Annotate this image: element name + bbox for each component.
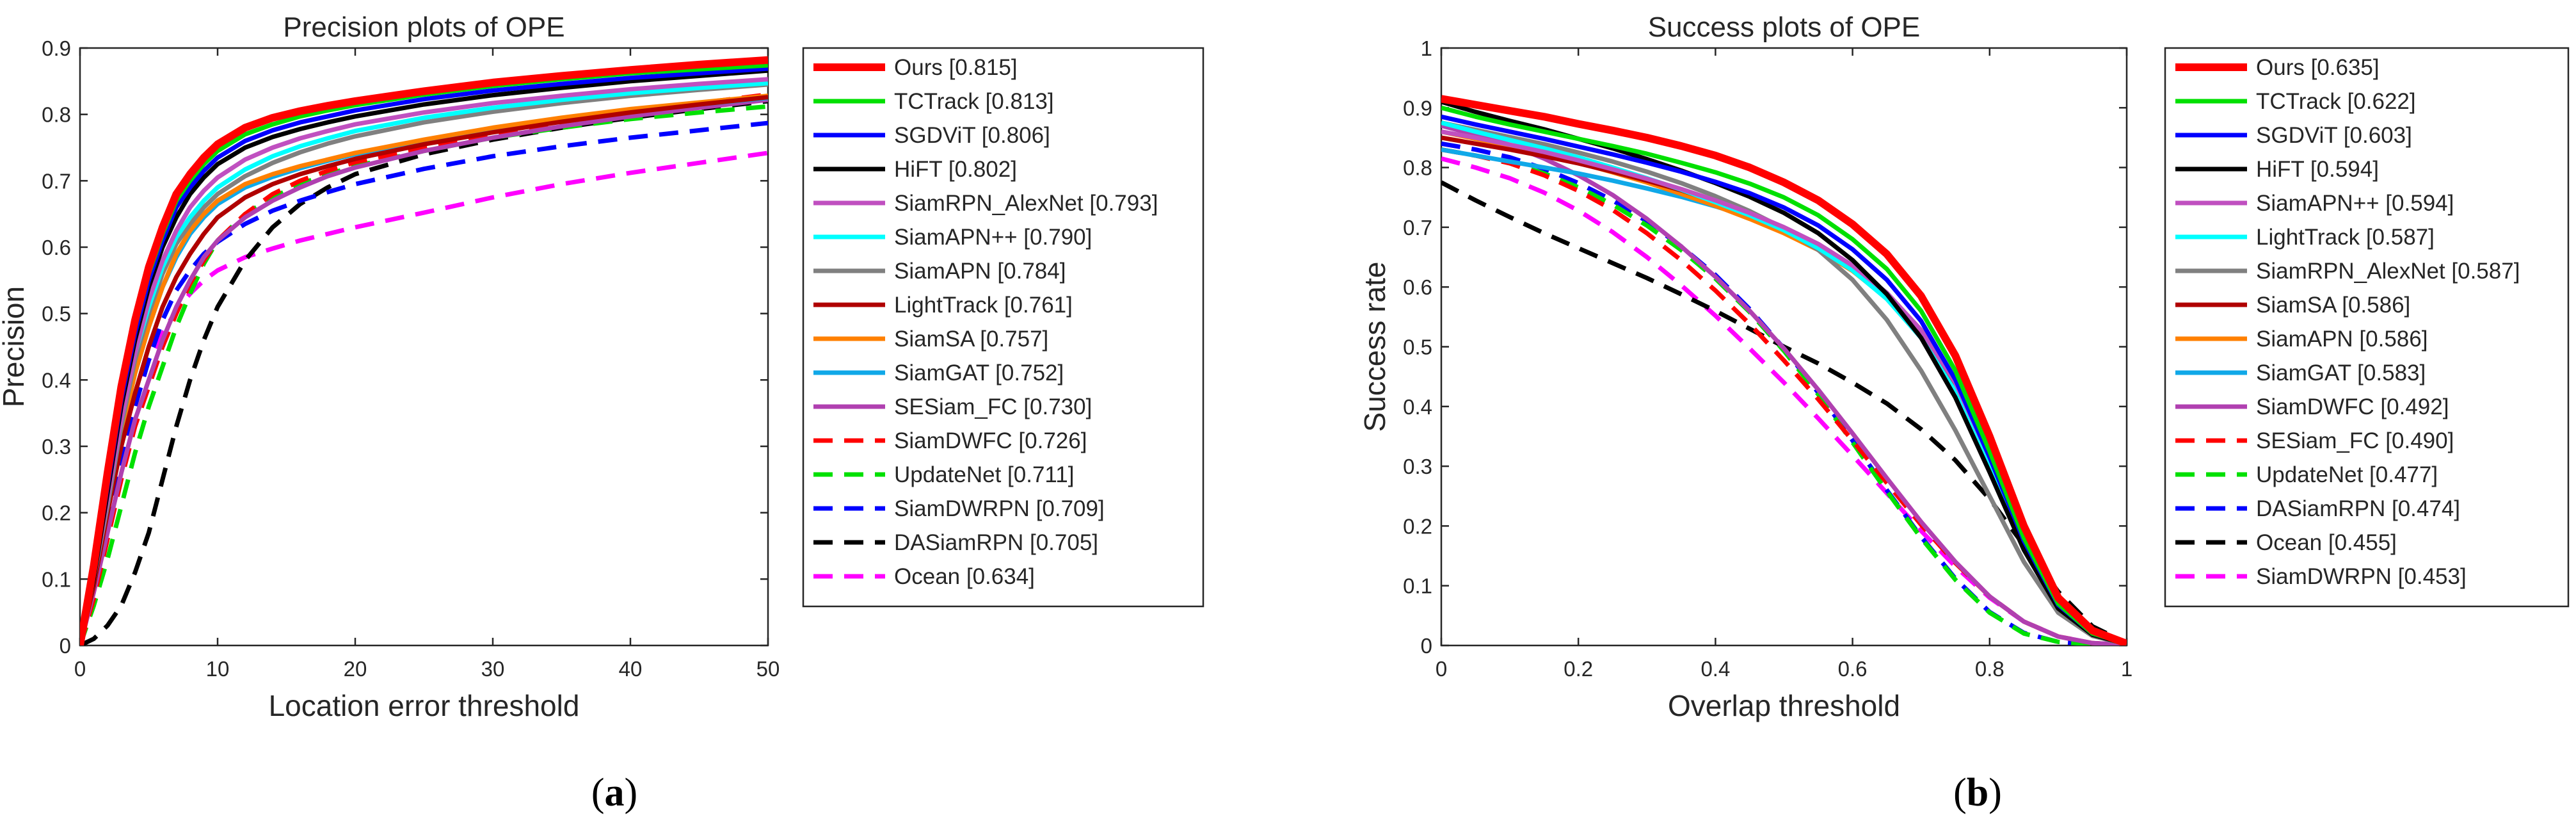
y-axis-label: Success rate [1358,262,1391,432]
y-tick-label: 0.2 [1403,514,1432,538]
legend-label: SiamAPN++ [0.594] [2256,191,2454,216]
legend-label: LightTrack [0.761] [894,293,1073,318]
legend-label: SGDViT [0.603] [2256,123,2412,148]
legend-label: SESiam_FC [0.730] [894,394,1092,419]
x-tick-label: 40 [619,657,643,681]
chart-title: Success plots of OPE [1648,12,1921,43]
series-line [1441,95,2127,645]
x-tick-label: 0 [74,657,86,681]
series-line [80,120,768,645]
legend-label: SiamRPN_AlexNet [0.587] [2256,259,2520,284]
series-line [80,97,768,645]
y-tick-label: 0.5 [42,302,71,326]
y-tick-label: 0.4 [1403,395,1432,419]
legend-label: Ocean [0.634] [894,564,1035,589]
y-tick-label: 0.2 [42,501,71,525]
y-tick-label: 0.4 [42,368,71,392]
x-tick-label: 30 [481,657,505,681]
legend-label: SiamAPN++ [0.790] [894,225,1092,250]
legend-label: Ours [0.815] [894,55,1018,80]
x-tick-label: 10 [206,657,230,681]
legend-label: SiamRPN_AlexNet [0.793] [894,191,1158,216]
legend-label: SiamDWRPN [0.453] [2256,564,2467,589]
legend-label: HiFT [0.802] [894,157,1017,182]
x-tick-label: 20 [344,657,367,681]
x-axis-label: Location error threshold [269,689,580,722]
y-tick-label: 0.7 [1403,216,1432,239]
legend-label: HiFT [0.594] [2256,157,2379,182]
x-tick-label: 0.8 [1975,657,2004,681]
y-tick-label: 0.8 [1403,156,1432,180]
y-tick-label: 0.1 [1403,574,1432,598]
legend-label: DASiamRPN [0.705] [894,530,1098,555]
x-axis-label: Overlap threshold [1668,689,1900,722]
y-tick-label: 0.7 [42,169,71,193]
y-tick-label: 0.3 [1403,455,1432,478]
legend-label: SiamSA [0.757] [894,327,1048,352]
y-tick-label: 1 [1421,36,1432,60]
chart-success: 0 0.2 0.4 0.6 0.8 1 0 0.1 0.2 0.3 0.4 0.5 0.6 0.7 0.8 0… [1358,12,2570,815]
y-tick-label: 0.6 [1403,275,1432,299]
series-line [1441,123,2127,645]
legend-label: LightTrack [0.587] [2256,225,2435,250]
y-axis-label: Precision [0,286,30,407]
figure-caption: (b) [1953,771,2002,815]
y-tick-label: 0.9 [1403,96,1432,120]
legend-label: Ours [0.635] [2256,55,2380,80]
series-line [80,56,768,645]
x-tick-label: 0 [1436,657,1447,681]
chart-title: Precision plots of OPE [283,12,564,43]
y-tick-label: 0.8 [42,103,71,127]
y-tick-label: 0.6 [42,236,71,259]
legend-label: UpdateNet [0.477] [2256,462,2438,487]
figure-caption: (a) [591,771,637,815]
legend-label: SiamAPN [0.586] [2256,327,2428,352]
legend: Ours [0.635] TCTrack [0.622] SGDViT [0.603… [2164,47,2570,608]
y-tick-label: 0 [1421,634,1432,658]
x-tick-label: 0.6 [1838,657,1868,681]
series-lines [80,56,768,645]
legend: Ours [0.815] TCTrack [0.813] SGDViT [0.806… [802,47,1204,608]
legend-box [802,47,1204,608]
legend-label: SESiam_FC [0.490] [2256,428,2454,453]
y-tick-label: 0.9 [42,36,71,60]
y-tick-label: 0.1 [42,567,71,591]
legend-label: TCTrack [0.813] [894,89,1054,114]
chart-precision: 0 10 20 30 40 50 0 0.1 0.2 0.3 0.4 0.5 0.6 0.7 0.8 0.9 P… [0,12,1204,815]
x-tick-label: 0.2 [1564,657,1593,681]
x-tick-label: 0.4 [1700,657,1730,681]
series-lines [1441,95,2127,645]
legend-label: SiamDWRPN [0.709] [894,496,1105,521]
series-line [80,77,768,645]
y-tick-label: 0.3 [42,435,71,458]
legend-label: SiamAPN [0.784] [894,259,1066,284]
legend-label: SiamDWFC [0.726] [894,428,1087,453]
legend-label: Ocean [0.455] [2256,530,2397,555]
legend-label: SGDViT [0.806] [894,123,1050,148]
legend-label: SiamSA [0.586] [2256,293,2410,318]
series-line [1441,105,2127,645]
legend-label: UpdateNet [0.711] [894,462,1075,487]
legend-label: TCTrack [0.622] [2256,89,2416,114]
legend-label: SiamGAT [0.583] [2256,361,2426,385]
series-line [80,95,768,645]
y-tick-label: 0.5 [1403,336,1432,359]
x-tick-label: 50 [756,657,780,681]
legend-box [2164,47,2570,608]
legend-label: DASiamRPN [0.474] [2256,496,2460,521]
x-tick-label: 1 [2121,657,2132,681]
legend-label: SiamDWFC [0.492] [2256,394,2449,419]
y-tick-label: 0 [60,634,71,658]
legend-label: SiamGAT [0.752] [894,361,1064,385]
